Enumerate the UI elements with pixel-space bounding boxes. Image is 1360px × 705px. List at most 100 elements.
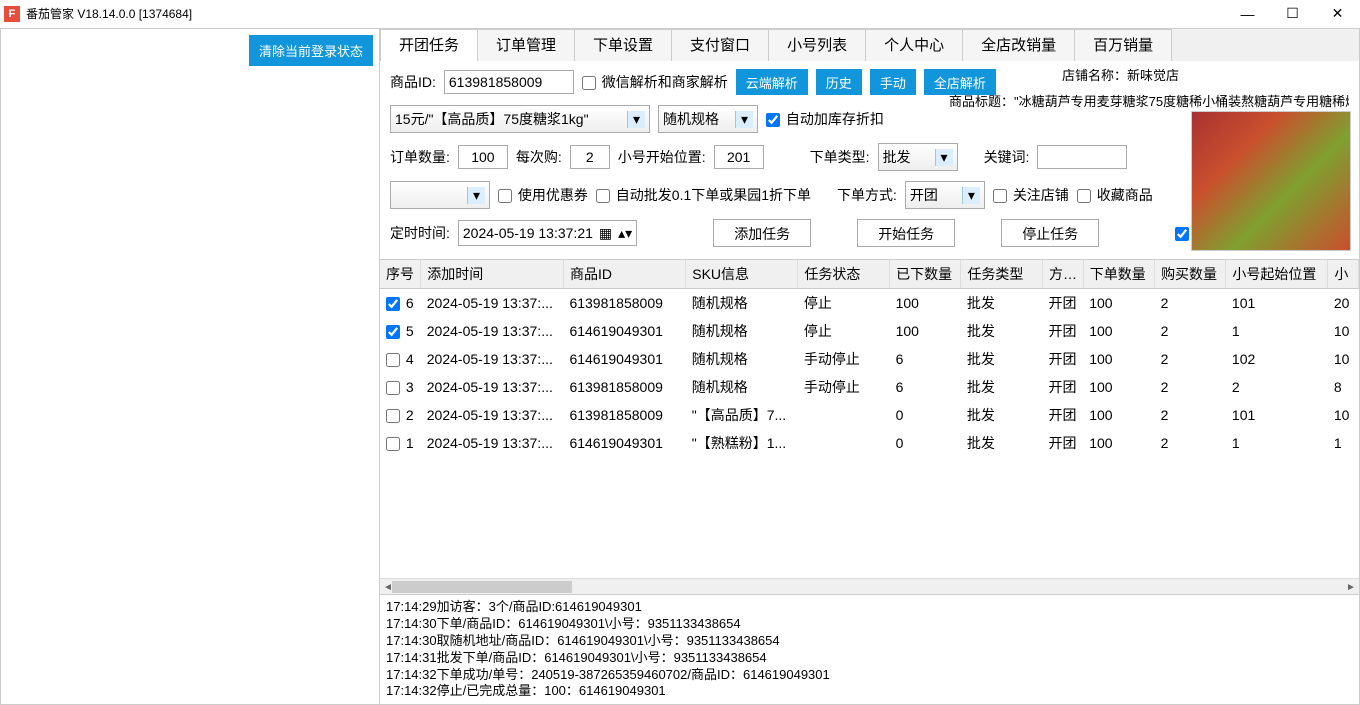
cell: 102 — [1226, 345, 1328, 373]
col-header[interactable]: 商品ID — [563, 260, 685, 289]
table-row[interactable]: 32024-05-19 13:37:...613981858009随机规格手动停… — [380, 373, 1359, 401]
row-checkbox[interactable] — [386, 353, 400, 367]
app-icon: F — [4, 6, 20, 22]
col-header[interactable]: 方式 — [1042, 260, 1083, 289]
order-method-select[interactable]: 开团▾ — [905, 181, 985, 209]
follow-shop-checkbox[interactable]: 关注店铺 — [993, 185, 1069, 205]
timer-picker[interactable]: 2024-05-19 13:37:21 ▦ ▴▾ — [458, 220, 637, 246]
clear-login-button[interactable]: 清除当前登录状态 — [249, 35, 373, 66]
cell: 批发 — [961, 289, 1043, 318]
close-button[interactable]: ✕ — [1315, 0, 1360, 28]
stop-task-button[interactable]: 停止任务 — [1001, 219, 1099, 247]
scroll-right-icon[interactable]: ► — [1343, 579, 1359, 594]
log-line: 17:14:29加访客：3个/商品ID:614619049301 — [386, 599, 1353, 616]
cell: 停止 — [798, 289, 890, 318]
cell: 开团 — [1042, 289, 1083, 318]
spec-select[interactable]: 15元/"【高品质】75度糖浆1kg"▾ — [390, 105, 650, 133]
cell: 100 — [1083, 317, 1154, 345]
use-coupon-checkbox[interactable]: 使用优惠券 — [498, 185, 588, 205]
row-checkbox[interactable] — [386, 381, 400, 395]
table-row[interactable]: 52024-05-19 13:37:...614619049301随机规格停止1… — [380, 317, 1359, 345]
col-header[interactable]: 已下数量 — [890, 260, 961, 289]
manual-button[interactable]: 手动 — [870, 69, 916, 95]
empty-select[interactable]: ▾ — [390, 181, 490, 209]
tab-5[interactable]: 个人中心 — [865, 29, 963, 61]
log-line: 17:14:30下单/商品ID：614619049301\小号：93511334… — [386, 616, 1353, 633]
cell: 2024-05-19 13:37:... — [421, 429, 564, 457]
maximize-button[interactable]: ☐ — [1270, 0, 1315, 28]
col-header[interactable]: 小号起始位置 — [1226, 260, 1328, 289]
row-checkbox[interactable] — [386, 409, 400, 423]
start-pos-input[interactable] — [714, 145, 764, 169]
row-checkbox[interactable] — [386, 297, 400, 311]
chevron-down-icon: ▾ — [467, 187, 485, 204]
cell: 3 — [380, 373, 421, 401]
cloud-parse-button[interactable]: 云端解析 — [736, 69, 808, 95]
auto-batch-checkbox[interactable]: 自动批发0.1下单或果园1折下单 — [596, 185, 811, 205]
product-title-line: 商品标题："冰糖葫芦专用麦芽糖浆75度糖稀小桶装熬糖葫芦专用糖稀爆米 — [949, 91, 1349, 110]
cell: 2 — [1226, 373, 1328, 401]
task-table-wrap: 序号添加时间商品IDSKU信息任务状态已下数量任务类型方式下单数量购买数量小号起… — [380, 259, 1359, 594]
add-task-button[interactable]: 添加任务 — [713, 219, 811, 247]
cell: 6 — [890, 345, 961, 373]
chevron-down-icon: ▾ — [935, 149, 953, 166]
cell: 批发 — [961, 401, 1043, 429]
table-row[interactable]: 22024-05-19 13:37:...613981858009"【高品质】7… — [380, 401, 1359, 429]
cell: 100 — [1083, 289, 1154, 318]
each-buy-input[interactable] — [570, 145, 610, 169]
table-row[interactable]: 12024-05-19 13:37:...614619049301"【熟糕粉】1… — [380, 429, 1359, 457]
row-checkbox[interactable] — [386, 325, 400, 339]
order-qty-input[interactable] — [458, 145, 508, 169]
order-type-select[interactable]: 批发▾ — [878, 143, 958, 171]
col-header[interactable]: 任务类型 — [961, 260, 1043, 289]
cell — [798, 429, 890, 457]
cell: 614619049301 — [563, 429, 685, 457]
cell: 批发 — [961, 373, 1043, 401]
row-checkbox[interactable] — [386, 437, 400, 451]
tab-6[interactable]: 全店改销量 — [962, 29, 1075, 61]
cell: 2024-05-19 13:37:... — [421, 373, 564, 401]
tab-1[interactable]: 订单管理 — [477, 29, 575, 61]
minimize-button[interactable]: — — [1225, 0, 1270, 28]
cell: 10 — [1328, 401, 1359, 429]
random-spec-select[interactable]: 随机规格▾ — [658, 105, 758, 133]
table-row[interactable]: 42024-05-19 13:37:...614619049301随机规格手动停… — [380, 345, 1359, 373]
col-header[interactable]: 任务状态 — [798, 260, 890, 289]
tab-7[interactable]: 百万销量 — [1074, 29, 1172, 61]
horizontal-scrollbar[interactable]: ◄ ► — [380, 578, 1359, 594]
collect-checkbox[interactable]: 收藏商品 — [1077, 185, 1153, 205]
cell: 停止 — [798, 317, 890, 345]
tab-4[interactable]: 小号列表 — [768, 29, 866, 61]
cell: 100 — [1083, 429, 1154, 457]
sidebar: 清除当前登录状态 — [0, 28, 380, 705]
auto-stock-checkbox[interactable]: 自动加库存折扣 — [766, 109, 884, 129]
col-header[interactable]: 购买数量 — [1155, 260, 1226, 289]
cell: 614619049301 — [563, 345, 685, 373]
col-header[interactable]: 小 — [1328, 260, 1359, 289]
cell: 随机规格 — [686, 317, 798, 345]
tab-0[interactable]: 开团任务 — [380, 29, 478, 61]
product-id-input[interactable] — [444, 70, 574, 94]
col-header[interactable]: SKU信息 — [686, 260, 798, 289]
cell: 2024-05-19 13:37:... — [421, 289, 564, 318]
start-task-button[interactable]: 开始任务 — [857, 219, 955, 247]
scrollbar-thumb[interactable] — [392, 581, 572, 593]
cell — [798, 401, 890, 429]
cell: 2024-05-19 13:37:... — [421, 317, 564, 345]
keyword-input[interactable] — [1037, 145, 1127, 169]
cell: "【熟糕粉】1... — [686, 429, 798, 457]
tab-2[interactable]: 下单设置 — [574, 29, 672, 61]
col-header[interactable]: 下单数量 — [1083, 260, 1154, 289]
col-header[interactable]: 添加时间 — [421, 260, 564, 289]
col-header[interactable]: 序号 — [380, 260, 421, 289]
history-button[interactable]: 历史 — [816, 69, 862, 95]
wx-parse-checkbox[interactable]: 微信解析和商家解析 — [582, 72, 728, 92]
cell: 6 — [380, 289, 421, 318]
cell: 8 — [1328, 373, 1359, 401]
timer-label: 定时时间: — [390, 223, 450, 243]
tab-3[interactable]: 支付窗口 — [671, 29, 769, 61]
cell: 2 — [380, 401, 421, 429]
titlebar: F 番茄管家 V18.14.0.0 [1374684] — ☐ ✕ — [0, 0, 1360, 28]
cell: 2 — [1155, 373, 1226, 401]
table-row[interactable]: 62024-05-19 13:37:...613981858009随机规格停止1… — [380, 289, 1359, 318]
